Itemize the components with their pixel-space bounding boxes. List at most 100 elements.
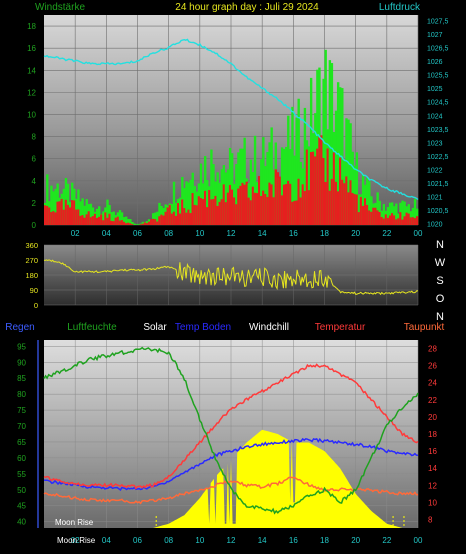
x-tick-label: 16 <box>289 536 298 545</box>
y-tick-right: 16 <box>428 447 437 456</box>
y-tick-right: 1025,5 <box>427 73 449 80</box>
wind-bar <box>297 178 300 225</box>
wind-bar <box>312 151 315 225</box>
x-tick-label: 22 <box>382 536 391 545</box>
wind-bar <box>85 214 88 225</box>
wind-bar <box>399 212 402 225</box>
wind-bar <box>287 180 290 225</box>
wind-bar <box>87 211 91 225</box>
wind-bar <box>289 183 292 225</box>
wind-bar <box>77 209 80 225</box>
wind-bar <box>181 199 184 225</box>
gust-bar <box>206 180 209 225</box>
wind-bar <box>268 182 271 225</box>
gust-bar <box>357 194 361 225</box>
gust-bar <box>46 174 49 225</box>
wind-bar <box>260 196 263 225</box>
gust-bar <box>125 216 128 225</box>
gust-bar <box>110 212 113 225</box>
wind-bar <box>50 212 53 225</box>
y-tick-left: 65 <box>17 438 26 447</box>
y-tick-left: 70 <box>17 422 26 431</box>
y-tick-left: 45 <box>17 502 26 511</box>
wind-bar <box>108 213 111 225</box>
wind-bar <box>170 213 174 225</box>
gust-bar <box>185 181 188 225</box>
wind-bar <box>293 200 296 225</box>
x-tick-label: 12 <box>227 229 236 238</box>
legend-item: Luftfeuchte <box>67 322 117 333</box>
y-tick-right: 1026,5 <box>427 46 449 53</box>
y-tick-right: 12 <box>428 481 437 490</box>
wind-bar <box>56 201 59 225</box>
legend-item: Windchill <box>249 322 289 333</box>
wind-bar <box>295 200 298 225</box>
wind-bar <box>285 184 288 225</box>
x-tick-label: 14 <box>258 536 267 545</box>
wind-bar <box>214 195 217 225</box>
y-tick-right: 8 <box>428 515 433 524</box>
wind-bar <box>158 216 161 225</box>
gust-bar <box>52 191 55 225</box>
y-tick-right: 1023 <box>427 140 443 147</box>
wind-bar <box>253 192 257 225</box>
wind-bar <box>79 215 82 225</box>
wind-bar <box>83 217 86 225</box>
wind-bar <box>100 214 103 225</box>
wind-bar <box>301 184 305 225</box>
wind-bar <box>164 211 167 225</box>
wind-bar <box>95 217 99 225</box>
wind-bar <box>339 157 342 225</box>
wind-bar <box>316 148 319 225</box>
y-tick-right: 1020,5 <box>427 208 449 215</box>
wind-bar <box>405 212 408 225</box>
wind-bar <box>139 224 142 225</box>
wind-bar <box>199 198 203 225</box>
moon-set-label: Moon Rise <box>57 536 96 545</box>
gust-bar <box>102 211 105 225</box>
y-tick-left: 80 <box>17 390 26 399</box>
gust-bar <box>260 159 263 225</box>
gust-bar <box>403 201 406 225</box>
y-tick-left: 0 <box>32 221 37 230</box>
wind-bar <box>328 190 332 225</box>
wind-bar <box>220 199 223 225</box>
wind-bar <box>249 200 253 225</box>
y-tick-right: 20 <box>428 413 437 422</box>
wind-bar <box>241 182 244 225</box>
wind-bar <box>349 180 352 225</box>
gust-bar <box>370 196 373 225</box>
gust-bar <box>316 69 319 225</box>
y-tick-right: 1026 <box>427 59 443 66</box>
wind-bar <box>52 211 55 225</box>
wind-bar <box>208 190 211 225</box>
gust-bar <box>287 115 290 225</box>
wind-bar <box>291 201 294 225</box>
gust-bar <box>66 183 70 225</box>
wind-bar <box>106 217 109 225</box>
wind-bar <box>376 210 379 225</box>
gust-bar <box>324 49 327 226</box>
direction-letter: N <box>436 311 444 323</box>
gust-bar <box>118 210 122 225</box>
wind-bar <box>179 213 182 225</box>
wind-bar <box>345 176 348 225</box>
wind-bar <box>122 221 126 225</box>
y-tick-right: 1027,5 <box>427 18 449 25</box>
series-line-temperatur <box>43 363 419 490</box>
wind-bar <box>129 223 132 225</box>
wind-bar <box>110 220 113 225</box>
wind-bar <box>382 218 386 225</box>
y-tick-left: 55 <box>17 470 26 479</box>
x-tick-label: 06 <box>133 536 142 545</box>
direction-letter: W <box>435 257 446 269</box>
wind-bar <box>93 213 97 225</box>
wind-bar <box>330 178 334 225</box>
wind-bar <box>125 223 128 225</box>
wind-bar <box>102 220 105 225</box>
gust-bar <box>291 106 294 225</box>
wind-bar <box>255 193 259 225</box>
wind-bar <box>168 204 172 225</box>
